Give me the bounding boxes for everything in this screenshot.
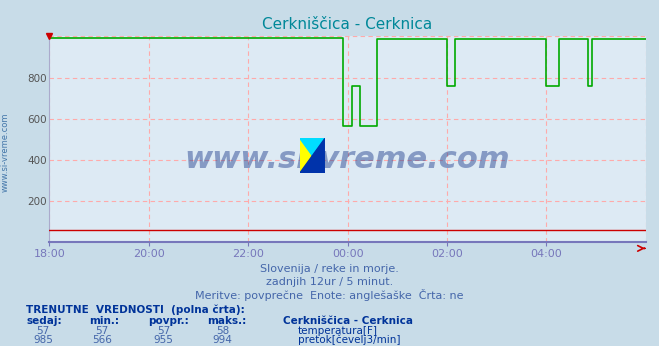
Text: Meritve: povprečne  Enote: anglešaške  Črta: ne: Meritve: povprečne Enote: anglešaške Črt… (195, 289, 464, 301)
Polygon shape (312, 138, 325, 173)
Text: www.si-vreme.com: www.si-vreme.com (185, 145, 511, 174)
Text: maks.:: maks.: (208, 316, 247, 326)
Text: min.:: min.: (89, 316, 119, 326)
Text: 955: 955 (154, 335, 173, 345)
Text: Cerkniščica - Cerknica: Cerkniščica - Cerknica (283, 316, 413, 326)
Text: povpr.:: povpr.: (148, 316, 189, 326)
Text: sedaj:: sedaj: (26, 316, 62, 326)
Text: 57: 57 (96, 326, 109, 336)
Title: Cerkniščica - Cerknica: Cerkniščica - Cerknica (262, 17, 433, 33)
Text: 566: 566 (92, 335, 112, 345)
Text: Slovenija / reke in morje.: Slovenija / reke in morje. (260, 264, 399, 274)
Text: www.si-vreme.com: www.si-vreme.com (1, 112, 10, 192)
Text: 57: 57 (36, 326, 49, 336)
Text: TRENUTNE  VREDNOSTI  (polna črta):: TRENUTNE VREDNOSTI (polna črta): (26, 304, 245, 315)
Text: pretok[čevelj3/min]: pretok[čevelj3/min] (298, 335, 401, 345)
Text: zadnjih 12ur / 5 minut.: zadnjih 12ur / 5 minut. (266, 277, 393, 288)
Polygon shape (300, 138, 325, 156)
Text: 58: 58 (216, 326, 229, 336)
Text: 994: 994 (213, 335, 233, 345)
Polygon shape (300, 156, 325, 173)
Text: temperatura[F]: temperatura[F] (298, 326, 378, 336)
Text: 57: 57 (157, 326, 170, 336)
Text: 985: 985 (33, 335, 53, 345)
Polygon shape (300, 138, 312, 173)
